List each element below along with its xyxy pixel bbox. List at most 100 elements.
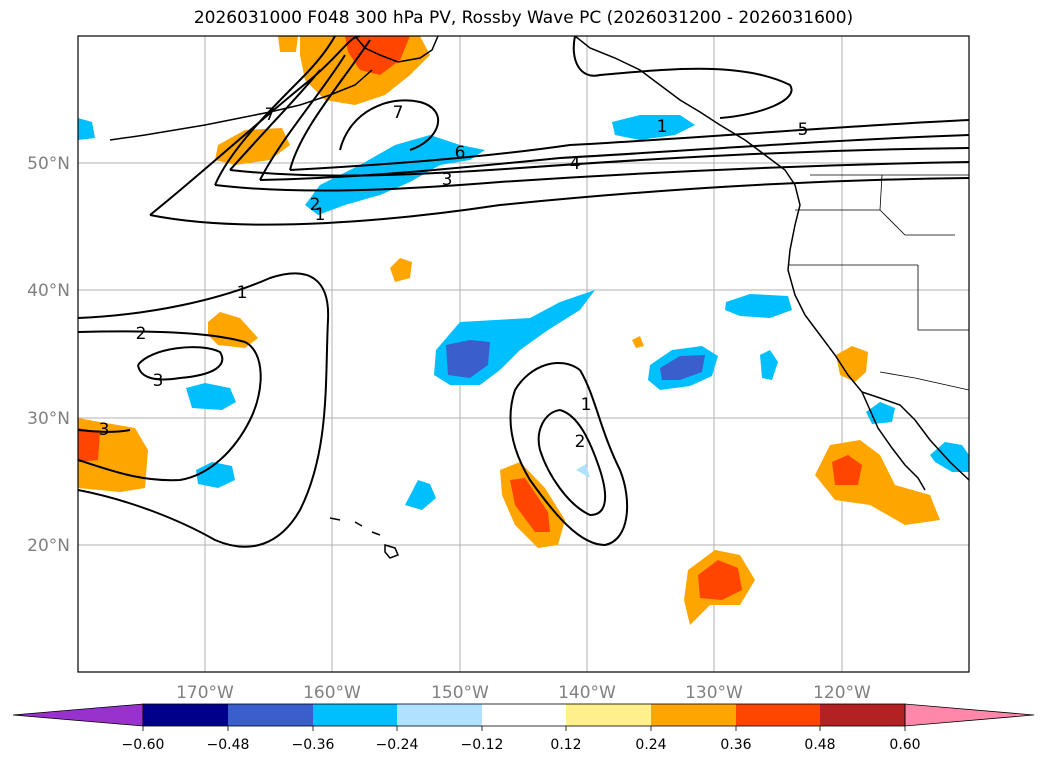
contour-label: 6	[455, 143, 466, 163]
lon-label: 120°W	[813, 683, 871, 703]
contour-label: 1	[237, 283, 248, 303]
warm-core-130w	[698, 560, 742, 600]
contour-label: 7	[265, 105, 276, 125]
us-mexico-border	[879, 371, 969, 391]
warm-patch-tiny	[632, 336, 644, 348]
cool-patch-168w	[186, 383, 236, 410]
cool-core-132w	[660, 355, 705, 380]
colorbar-tick-label: 0.36	[720, 737, 751, 753]
cool-patch-hawaii	[405, 480, 436, 510]
lon-label: 130°W	[685, 683, 743, 703]
positive-anomaly-shading	[78, 36, 940, 625]
colorbar-frame	[142, 703, 906, 727]
contour-band-2	[214, 36, 969, 192]
cool-core-150w	[446, 340, 490, 378]
cool-patch-125w	[725, 294, 792, 318]
warm-patch-168w	[208, 312, 258, 348]
latitude-labels: 20°N 30°N 40°N 50°N	[27, 154, 70, 556]
colorbar-bin	[143, 704, 228, 726]
plot-area	[78, 36, 969, 672]
warm-patch-155w	[390, 258, 412, 282]
contour-westedge	[78, 429, 131, 433]
colorbar-tick-label: −0.24	[376, 737, 419, 753]
contour-cyclone-inner	[137, 346, 224, 381]
lat-label: 30°N	[27, 409, 70, 429]
contour-label: 2	[310, 195, 321, 215]
map-title: 2026031000 F048 300 hPa PV, Rossby Wave …	[193, 8, 854, 28]
colorbar-bin	[566, 704, 651, 726]
contour-ring-north	[572, 36, 793, 119]
cool-patch-alaska-edge	[78, 118, 95, 140]
lat-label: 20°N	[27, 536, 70, 556]
cool-patch-mexico	[930, 442, 969, 472]
cool-patch-170w-south	[196, 462, 235, 488]
contour-label: 3	[99, 420, 110, 440]
colorbar-tick-label: 0.24	[635, 737, 666, 753]
cool-patch-140w-tiny	[576, 464, 590, 478]
contour-label: 2	[575, 432, 586, 452]
alaska-peninsula	[109, 69, 373, 141]
state-border-id	[879, 209, 955, 236]
contour-ring-7	[339, 99, 440, 151]
coastlines	[109, 36, 969, 559]
cool-patch-135w	[612, 115, 695, 140]
contour-band-1	[149, 36, 969, 226]
contour-label: 1	[315, 205, 326, 225]
lon-label: 170°W	[176, 683, 234, 703]
longitude-labels: 170°W 160°W 150°W 140°W 130°W 120°W	[176, 683, 871, 703]
contour-labels: 1 2 3 4 5 6 7 7 1 2 3 3 1 2 1	[99, 103, 809, 452]
colorbar-ticks	[142, 726, 906, 731]
warm-core-145w	[510, 478, 550, 532]
colorbar-tick-label: 0.60	[889, 737, 920, 753]
colorbar-min-extend	[12, 703, 144, 727]
colorbar-bin	[313, 704, 397, 726]
black-contours	[78, 36, 969, 548]
contour-label: 1	[581, 395, 592, 415]
colorbar-tick-label: −0.60	[122, 737, 165, 753]
colorbar-tick-label: 0.48	[804, 737, 835, 753]
lat-label: 40°N	[27, 281, 70, 301]
colorbar-bin	[820, 704, 905, 726]
colorbar-bin	[228, 704, 313, 726]
colorbar-bin	[397, 704, 482, 726]
colorbar-tick-label: 0.12	[550, 737, 581, 753]
colorbar-bin	[736, 704, 820, 726]
hawaii-islands	[329, 517, 399, 559]
contour-label: 3	[153, 371, 164, 391]
colorbar-max-extend	[904, 703, 1035, 727]
contour-cyclone-outer	[78, 272, 330, 548]
warm-core-120w	[832, 455, 862, 485]
contour-label: 2	[136, 324, 147, 344]
contour-label: 1	[657, 117, 668, 137]
state-border-ca-nv	[917, 265, 969, 331]
gulf-of-alaska-coast	[574, 36, 969, 481]
colorbar-bin	[482, 704, 566, 726]
contour-label: 3	[442, 170, 453, 190]
warm-patch-ca-coast	[836, 346, 868, 382]
contour-band-3	[229, 69, 969, 177]
political-borders	[788, 174, 969, 391]
lon-label: 150°W	[431, 683, 489, 703]
contour-band-4	[259, 54, 969, 181]
cool-patch-126w-small	[760, 350, 778, 380]
contour-band-5	[289, 39, 969, 171]
alaska-warm-core	[345, 36, 410, 75]
colorbar-tick-label: −0.48	[207, 737, 250, 753]
contour-trough-outer	[509, 361, 629, 547]
baja-coast	[861, 391, 926, 491]
colorbar-bin	[651, 704, 736, 726]
contour-label: 5	[798, 120, 809, 140]
warm-core-westedge	[78, 428, 100, 462]
warm-patch-north	[278, 36, 298, 52]
contour-label: 7	[393, 103, 404, 123]
lat-label: 50°N	[27, 154, 70, 174]
negative-anomaly-shading	[78, 115, 969, 510]
lon-label: 140°W	[558, 683, 616, 703]
contour-label: 4	[570, 154, 581, 174]
colorbar: −0.60 −0.48 −0.36 −0.24 −0.12 0.12 0.24 …	[12, 703, 1035, 753]
contour-cyclone-mid	[78, 330, 262, 482]
plot-frame	[77, 35, 970, 673]
contour-trough-inner	[537, 409, 607, 517]
colorbar-tick-label: −0.12	[461, 737, 504, 753]
